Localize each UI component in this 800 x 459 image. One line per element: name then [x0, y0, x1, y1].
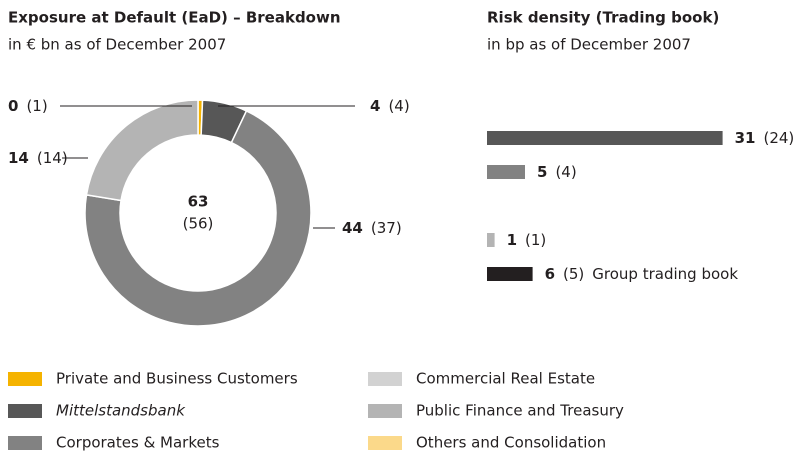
legend-swatch — [368, 404, 402, 418]
value-label: 5 — [537, 163, 547, 181]
legend-label: Others and Consolidation — [416, 434, 606, 452]
legend-label: Public Finance and Treasury — [416, 402, 624, 420]
value-label: 0 — [8, 97, 18, 115]
donut-subtitle: in € bn as of December 2007 — [8, 36, 226, 54]
prior-label: (37) — [371, 219, 402, 237]
prior-label: (1) — [26, 97, 47, 115]
legend-swatch — [368, 372, 402, 386]
donut-title: Exposure at Default (EaD) – Breakdown — [8, 9, 341, 27]
bar — [487, 165, 525, 179]
value-label: 31 — [735, 129, 756, 147]
prior-label: (24) — [763, 129, 794, 147]
legend-label: Corporates & Markets — [56, 434, 220, 452]
legend-swatch — [8, 436, 42, 450]
segment-label: 44 (37) — [342, 219, 402, 237]
value-label: 14 — [8, 149, 29, 167]
bar-label: 31 (24) — [735, 129, 795, 147]
value-label: 1 — [507, 231, 517, 249]
segment-label: 14 (14) — [8, 149, 68, 167]
prior-label: (4) — [555, 163, 576, 181]
center-prior: (56) — [183, 215, 214, 233]
value-label: 6 — [545, 265, 555, 283]
bar-subtitle: in bp as of December 2007 — [487, 36, 691, 54]
prior-label: (1) — [525, 231, 546, 249]
center-label: 63 — [188, 193, 209, 211]
segment-label: 4 (4) — [370, 97, 410, 115]
value-label: 4 — [370, 97, 380, 115]
bar-label: 5 (4) — [537, 163, 577, 181]
legend-label: Private and Business Customers — [56, 370, 298, 388]
prior-label: (4) — [388, 97, 409, 115]
prior-label: (14) — [37, 149, 68, 167]
prior-label: (5) — [563, 265, 584, 283]
bar-label: 1 (1) — [507, 231, 547, 249]
legend-swatch — [8, 404, 42, 418]
bar — [487, 267, 533, 281]
bar-title: Risk density (Trading book) — [487, 9, 719, 27]
donut-segment — [84, 109, 312, 327]
value-label: 44 — [342, 219, 363, 237]
donut-segment — [85, 99, 199, 202]
segment-label: 0 (1) — [8, 97, 48, 115]
legend-label: Mittelstandsbank — [56, 402, 186, 420]
legend-swatch — [8, 372, 42, 386]
category-label: Group trading book — [592, 265, 738, 283]
bar — [487, 131, 723, 145]
legend-swatch — [368, 436, 402, 450]
bar-label: 6 (5) Group trading book — [545, 265, 739, 283]
legend-label: Commercial Real Estate — [416, 370, 595, 388]
bar — [487, 233, 495, 247]
